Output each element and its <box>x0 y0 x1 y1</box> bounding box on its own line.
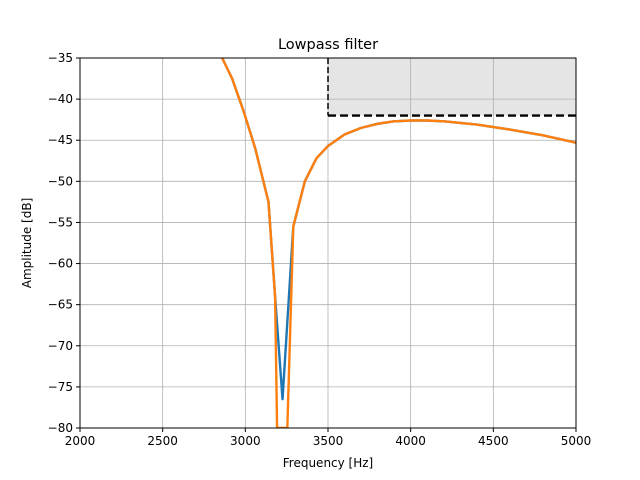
stopband-fill <box>328 58 576 116</box>
stopband-region <box>328 58 576 116</box>
chart-title: Lowpass filter <box>278 37 378 53</box>
x-tick-label: 2000 <box>65 434 96 448</box>
series-2-line <box>221 58 576 428</box>
x-tick-label: 3500 <box>313 434 344 448</box>
y-tick-label: −50 <box>48 174 73 188</box>
y-tick-label: −35 <box>48 51 73 65</box>
y-tick-label: −70 <box>48 339 73 353</box>
stopband-spec <box>327 58 576 117</box>
x-tick-label: 4000 <box>395 434 426 448</box>
y-tick-label: −80 <box>48 421 73 435</box>
y-axis: −80 −75 −70 −65 −60 −55 −50 −45 −40 −35 <box>48 51 80 435</box>
x-tick-label: 4500 <box>478 434 509 448</box>
x-axis-label: Frequency [Hz] <box>283 456 374 470</box>
x-axis: 2000 2500 3000 3500 4000 4500 5000 <box>65 428 592 448</box>
y-tick-label: −40 <box>48 92 73 106</box>
y-axis-label: Amplitude [dB] <box>20 198 34 289</box>
y-tick-label: −55 <box>48 215 73 229</box>
x-tick-label: 2500 <box>147 434 178 448</box>
y-tick-label: −75 <box>48 380 73 394</box>
y-tick-label: −65 <box>48 298 73 312</box>
x-tick-label: 5000 <box>561 434 592 448</box>
y-tick-label: −60 <box>48 257 73 271</box>
series-lines <box>221 58 576 428</box>
x-tick-label: 3000 <box>230 434 261 448</box>
y-tick-label: −45 <box>48 133 73 147</box>
